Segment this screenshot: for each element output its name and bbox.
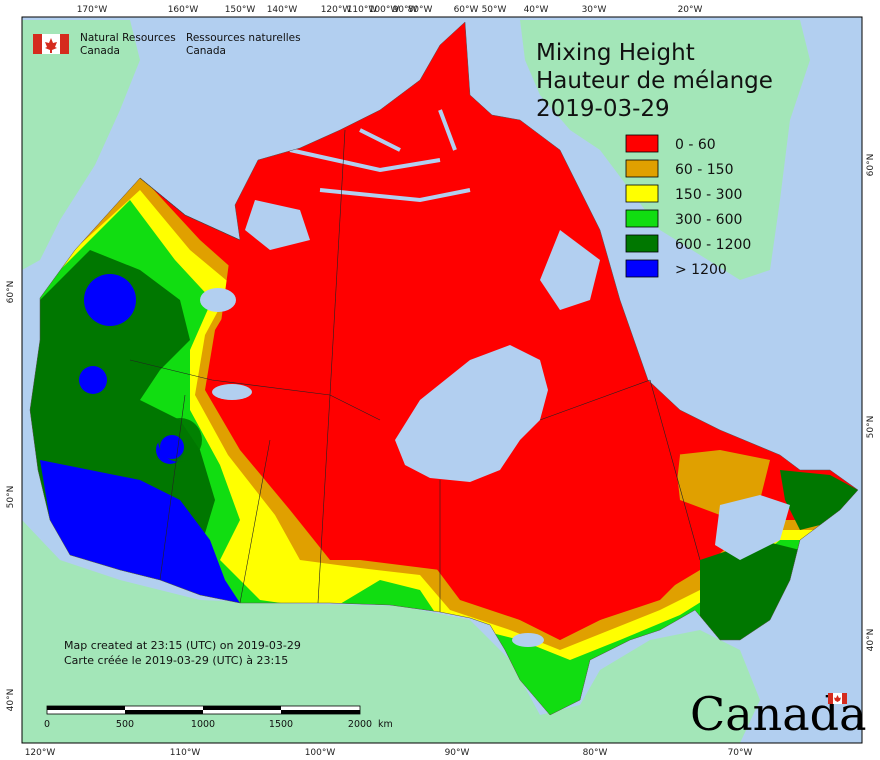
zone-blue-mid [79, 366, 107, 394]
scale-unit: km [378, 719, 393, 730]
org-fr-line-2: Canada [186, 45, 226, 57]
gulf-of-st-lawrence [715, 495, 790, 560]
great-bear-lake [200, 288, 236, 312]
canada-flag-icon [33, 34, 69, 54]
legend-swatch [625, 159, 659, 178]
tick-label: 40°N [6, 689, 16, 712]
tick-label: 40°N [866, 629, 876, 652]
scale-label: 1500 [269, 719, 293, 730]
hudson-bay [395, 345, 548, 482]
greenland-land [520, 20, 810, 280]
org-fr-line-1: Ressources naturelles [186, 32, 301, 44]
legend-swatch [625, 184, 659, 203]
title-date: 2019-03-29 [536, 96, 670, 122]
alaska-land [22, 20, 140, 270]
great-slave-lake [212, 384, 252, 400]
ticks-top: 170°W 160°W 150°W 140°W 120°W110°W100°W90°W8… [77, 5, 703, 15]
legend-swatch [625, 134, 659, 153]
tick-label: 150°W [225, 5, 256, 15]
usa-land [22, 520, 760, 743]
tick-label: 110°W [347, 5, 378, 15]
legend-label: 150 - 300 [675, 187, 742, 203]
zone-blue-east-core [160, 435, 184, 459]
tick-label: 60°N [6, 281, 16, 304]
map-frame [21, 16, 863, 744]
beaufort-channel [245, 200, 310, 250]
tick-label: 100°W [305, 748, 336, 758]
tick-label: 60°W [454, 5, 479, 15]
legend-label: > 1200 [675, 262, 727, 278]
canada-outline [29, 21, 859, 716]
legend-swatch [625, 259, 659, 278]
created-fr: Carte créée le 2019-03-29 (UTC) à 23:15 [64, 654, 288, 667]
tick-label: 50°N [6, 486, 16, 509]
tick-label: 20°W [678, 5, 703, 15]
tick-label: 160°W [168, 5, 199, 15]
legend-swatch [625, 209, 659, 228]
tick-label: 170°W [77, 5, 108, 15]
ticks-right: 60°N 50°N 40°N [866, 154, 876, 652]
legend-swatch [625, 234, 659, 253]
ticks-left: 60°N 50°N 40°N [6, 281, 16, 712]
legend: 0 - 60 60 - 150 150 - 300 300 - 600 600 - 12… [625, 134, 751, 278]
tick-label: 140°W [267, 5, 298, 15]
scale-label: 2000 [348, 719, 372, 730]
tick-label: 80°W [408, 5, 433, 15]
scale-label: 0 [44, 719, 50, 730]
tick-label: 60°N [866, 154, 876, 177]
tick-label: 70°W [728, 748, 753, 758]
ticks-bottom: 120°W 110°W 100°W 90°W 80°W 70°W [25, 748, 753, 758]
title-line-1: Mixing Height [536, 40, 695, 66]
created-en: Map created at 23:15 (UTC) on 2019-03-29 [64, 639, 301, 652]
org-en-line-2: Canada [80, 45, 120, 57]
lake-superior [512, 633, 544, 647]
legend-label: 0 - 60 [675, 137, 716, 153]
scale-labels: 0 500 1000 1500 2000 km [44, 719, 393, 730]
zone-blue-southwest [40, 460, 240, 603]
tick-label: 120°W [321, 5, 352, 15]
tick-label: 40°W [524, 5, 549, 15]
legend-label: 60 - 150 [675, 162, 734, 178]
tick-label: 90°W [445, 748, 470, 758]
title-line-2: Hauteur de mélange [536, 68, 773, 94]
tick-label: 90°W [393, 5, 418, 15]
scale-label: 1000 [191, 719, 215, 730]
tick-label: 110°W [170, 748, 201, 758]
tick-label: 50°W [482, 5, 507, 15]
tick-label: 80°W [583, 748, 608, 758]
tick-label: 30°W [582, 5, 607, 15]
tick-label: 50°N [866, 416, 876, 439]
scale-label: 500 [116, 719, 134, 730]
wordmark-flag-icon [828, 693, 847, 704]
scale-bar [46, 705, 361, 715]
baffin-bay [540, 230, 600, 310]
legend-label: 600 - 1200 [675, 237, 751, 253]
arctic-channels [289, 109, 471, 203]
org-en-line-1: Natural Resources [80, 32, 176, 44]
tick-label: 100°W [369, 5, 400, 15]
legend-label: 300 - 600 [675, 212, 742, 228]
tick-label: 120°W [25, 748, 56, 758]
zone-blue-north [84, 274, 136, 326]
